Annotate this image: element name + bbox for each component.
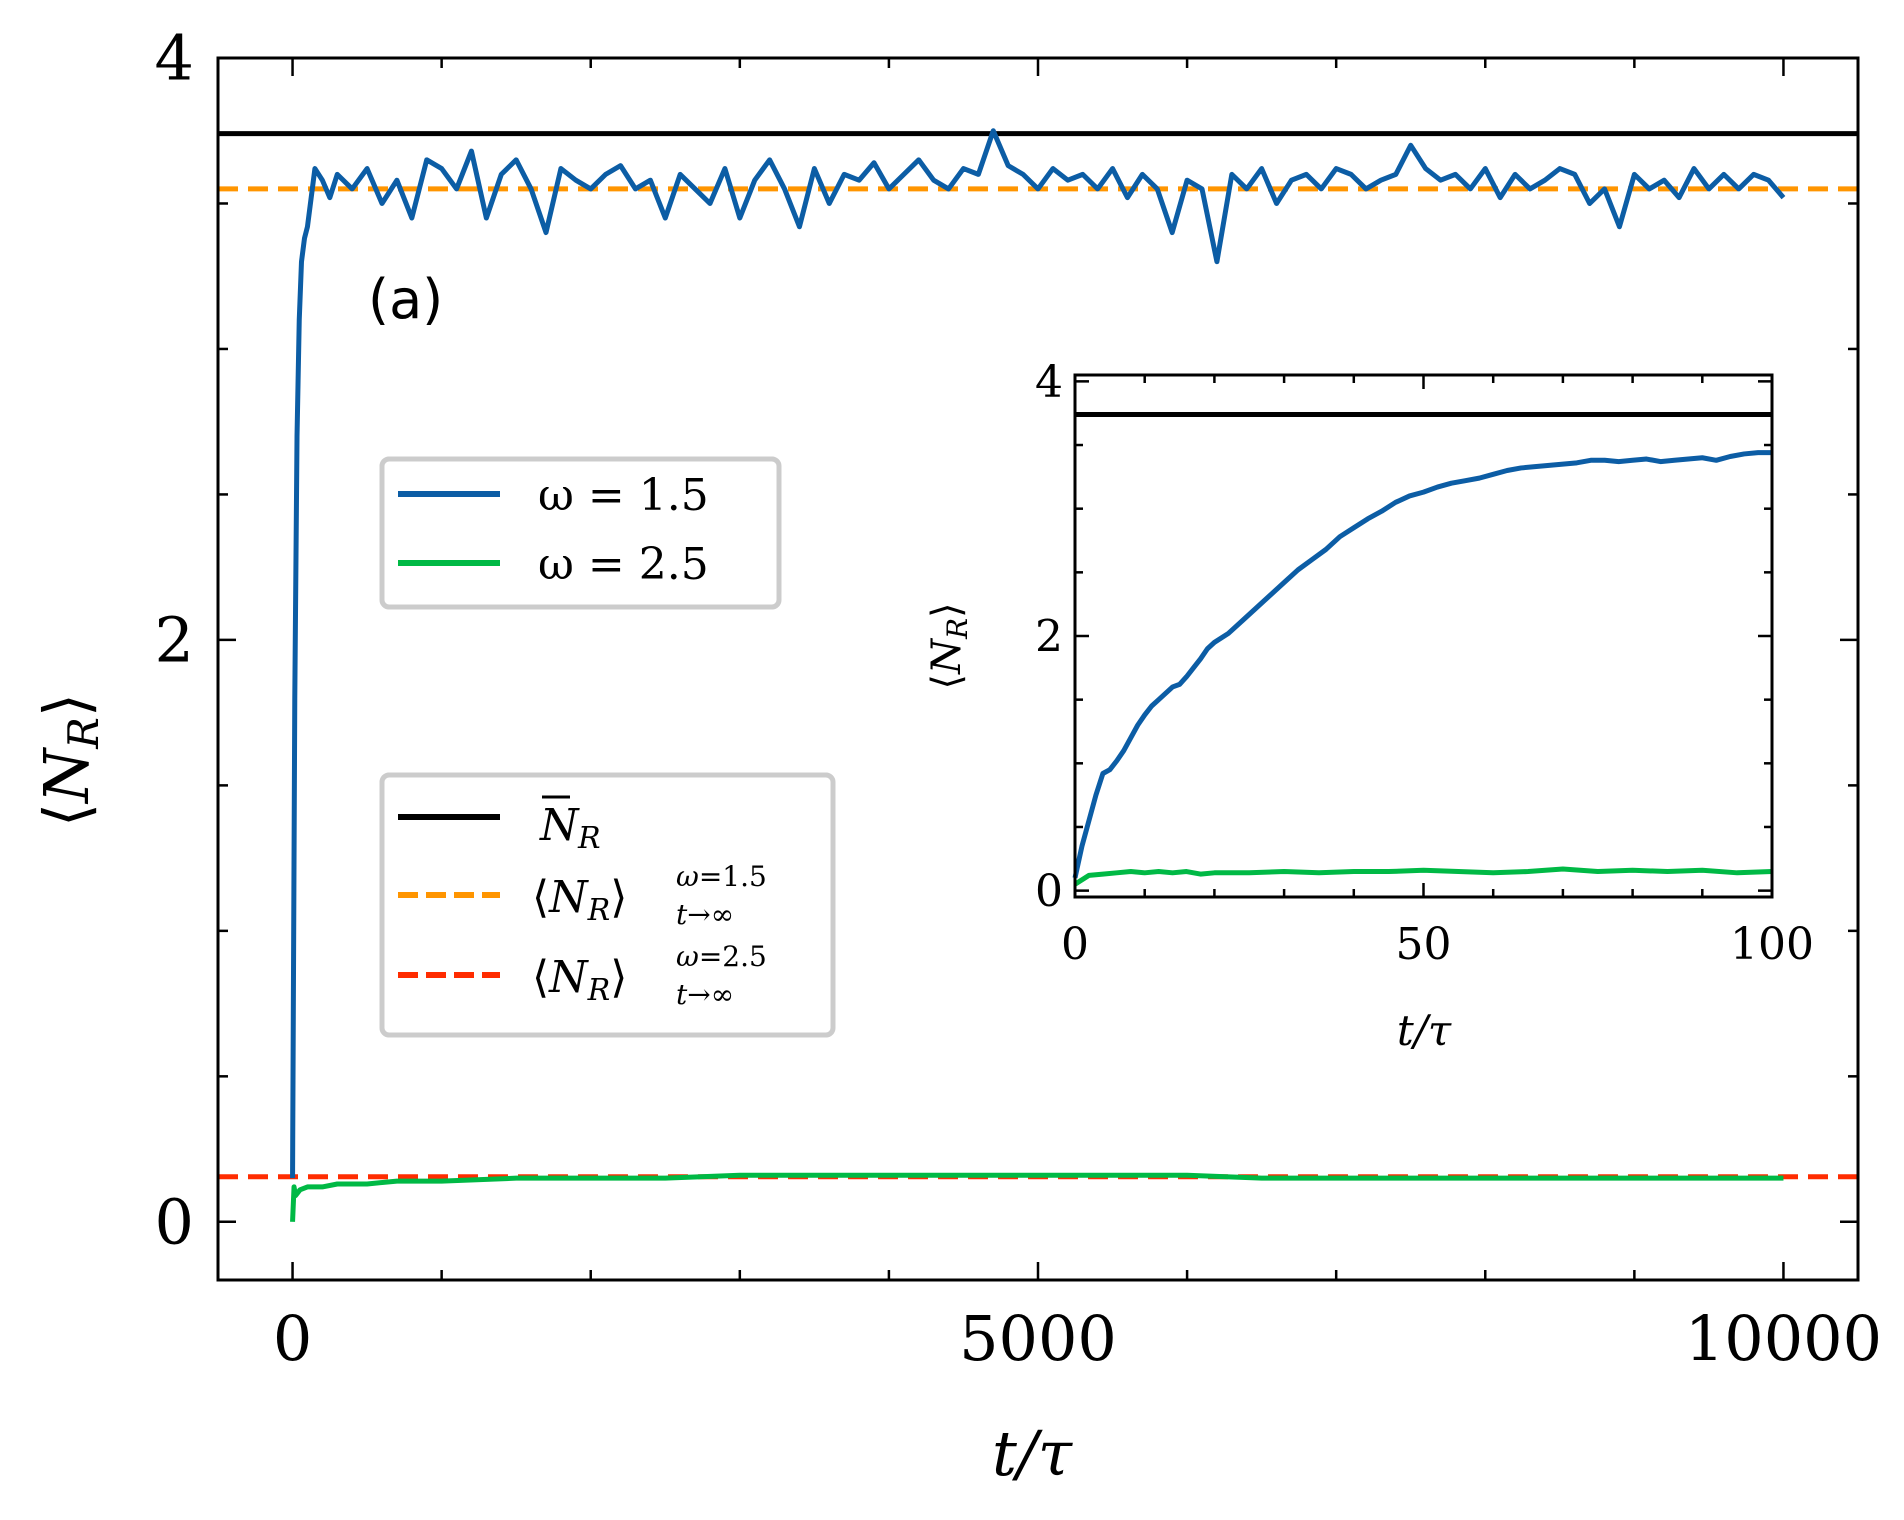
x-tick-label: 5000	[959, 1302, 1117, 1375]
y-axis-label: ⟨NR⟩	[30, 693, 108, 827]
x-tick-label: 10000	[1685, 1302, 1882, 1375]
y-tick-label: 4	[1035, 357, 1063, 408]
inset-plot: 0 50 100 0 2 4	[1035, 357, 1814, 970]
main-axis-ticks	[218, 56, 1858, 1280]
series-line-0	[1072, 450, 1772, 879]
legend-omega: ω = 1.5 ω = 2.5	[379, 456, 782, 610]
x-tick-label: 50	[1396, 919, 1452, 970]
svg-text:ω=1.5: ω=1.5	[676, 860, 767, 893]
y-tick-label: 2	[1035, 611, 1063, 662]
panel-label: (a)	[368, 268, 443, 331]
inset-x-axis-label: t/τ	[1397, 1006, 1452, 1055]
legend-reference-frame	[379, 772, 836, 1038]
legend-label-omega-1.5: ω = 1.5	[538, 470, 709, 521]
x-tick-label: 0	[273, 1302, 312, 1375]
inset-y-axis-label: ⟨NR⟩	[924, 602, 974, 689]
y-tick-label: 4	[155, 22, 194, 95]
y-tick-label: 2	[155, 604, 194, 677]
svg-text:N: N	[539, 800, 580, 851]
y-tick-label: 0	[1035, 866, 1063, 917]
inset-series-group	[1072, 450, 1773, 887]
legend-label-limit-1.5: ⟨NR⟩ ω=1.5 t→∞	[532, 860, 767, 931]
svg-text:R: R	[577, 821, 601, 856]
svg-text:⟨NR⟩: ⟨NR⟩	[924, 602, 974, 689]
legend-label-omega-2.5: ω = 2.5	[538, 539, 709, 590]
series-line-1	[1073, 866, 1773, 887]
inset-background	[1075, 375, 1772, 897]
main-series-group	[290, 128, 1786, 1222]
series-line-1	[290, 1172, 1784, 1222]
legend-label-nbar: N R	[539, 795, 601, 856]
svg-text:t→∞: t→∞	[676, 978, 734, 1011]
svg-text:⟨NR⟩: ⟨NR⟩	[532, 872, 627, 928]
legend-label-limit-2.5: ⟨NR⟩ ω=2.5 t→∞	[532, 940, 767, 1011]
x-tick-label: 100	[1730, 919, 1814, 970]
series-line-0	[290, 128, 1786, 1179]
svg-text:t→∞: t→∞	[676, 898, 734, 931]
svg-text:⟨NR⟩: ⟨NR⟩	[30, 693, 108, 827]
x-axis-label: t/τ	[992, 1417, 1074, 1490]
svg-text:⟨NR⟩: ⟨NR⟩	[532, 952, 627, 1008]
legend-reference: N R ⟨NR⟩ ω=1.5 t→∞ ⟨NR⟩ ω=2.5 t→∞	[379, 772, 836, 1038]
y-tick-label: 0	[155, 1186, 194, 1259]
inset-axis-ticks	[1073, 375, 1774, 897]
svg-text:ω=2.5: ω=2.5	[676, 940, 767, 973]
inset-tick-labels: 0 50 100 0 2 4	[1035, 357, 1814, 970]
x-tick-label: 0	[1061, 919, 1089, 970]
